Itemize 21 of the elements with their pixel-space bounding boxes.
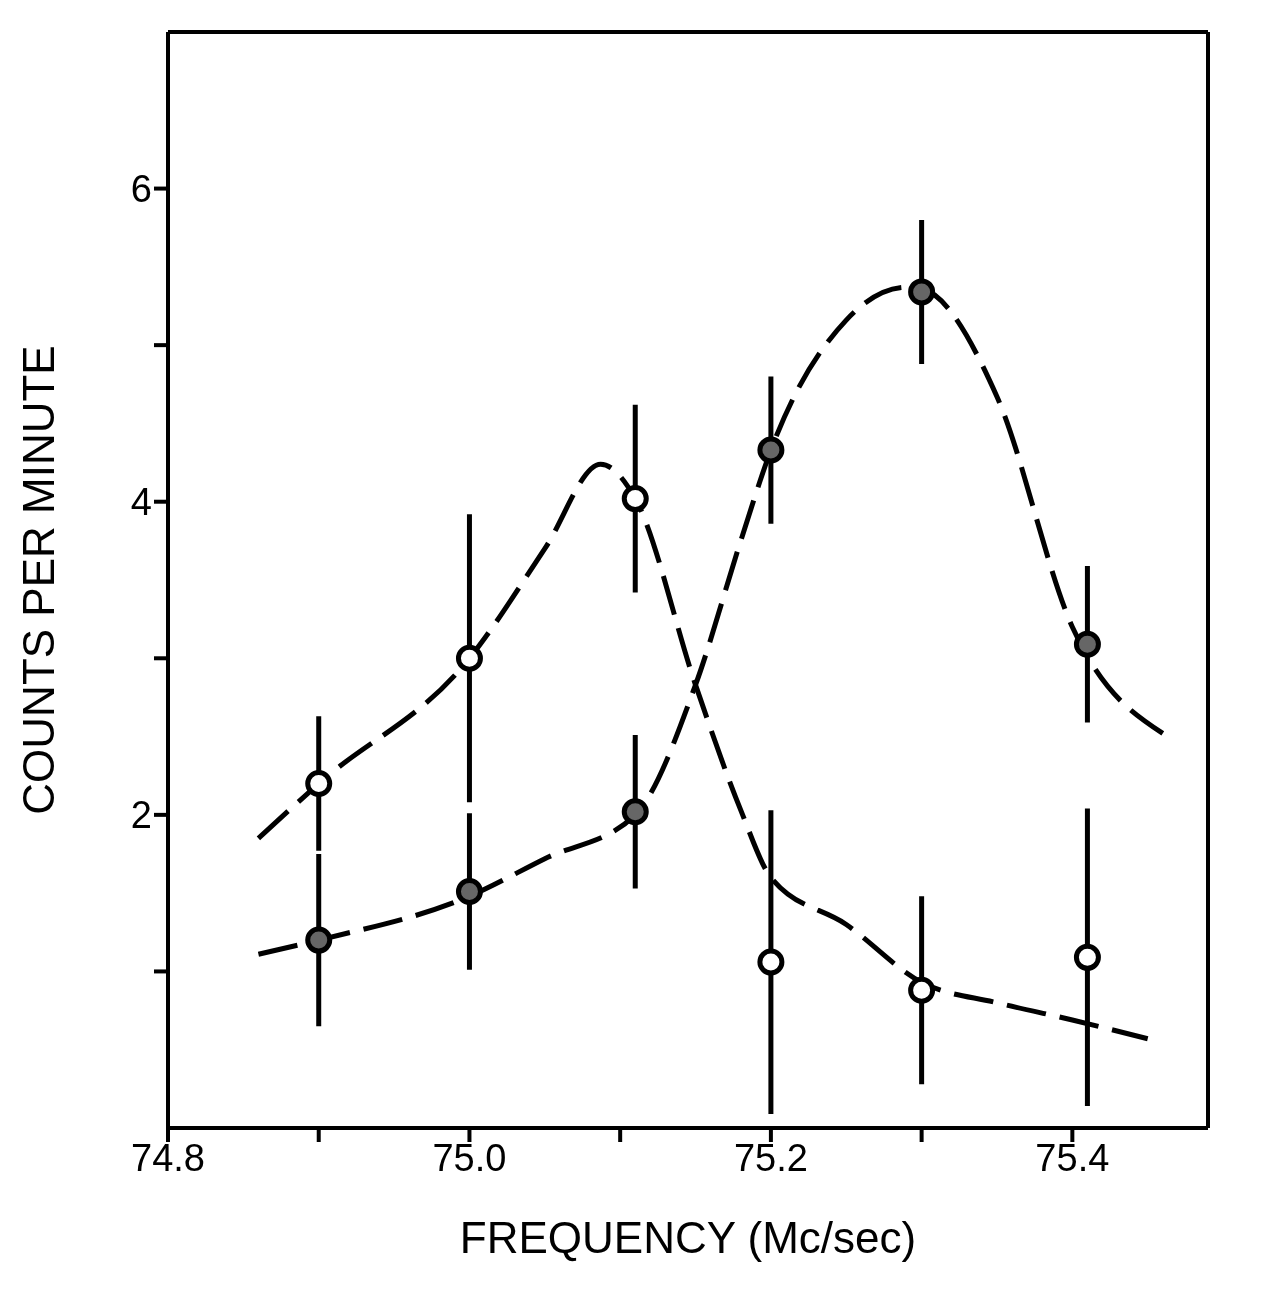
point [621, 798, 649, 826]
point [305, 926, 333, 954]
point [908, 278, 936, 306]
point [757, 436, 785, 464]
point [757, 948, 785, 976]
y-tick-label: 6 [130, 168, 152, 211]
y-tick-label: 4 [130, 481, 152, 524]
point [908, 976, 936, 1004]
point [1073, 943, 1101, 971]
x-tick-label: 75.0 [432, 1136, 507, 1179]
x-tick-label: 75.2 [733, 1136, 808, 1179]
y-tick-label: 2 [130, 794, 152, 837]
x-tick-label: 74.8 [131, 1136, 205, 1179]
x-axis-title: FREQUENCY (Mc/sec) [459, 1213, 917, 1262]
x-tick-label: 75.4 [1035, 1136, 1110, 1179]
point [455, 878, 483, 906]
point [1073, 630, 1101, 658]
point [621, 485, 649, 513]
y-axis-title: COUNTS PER MINUTE [13, 345, 63, 815]
point [305, 770, 333, 798]
point [455, 644, 483, 672]
